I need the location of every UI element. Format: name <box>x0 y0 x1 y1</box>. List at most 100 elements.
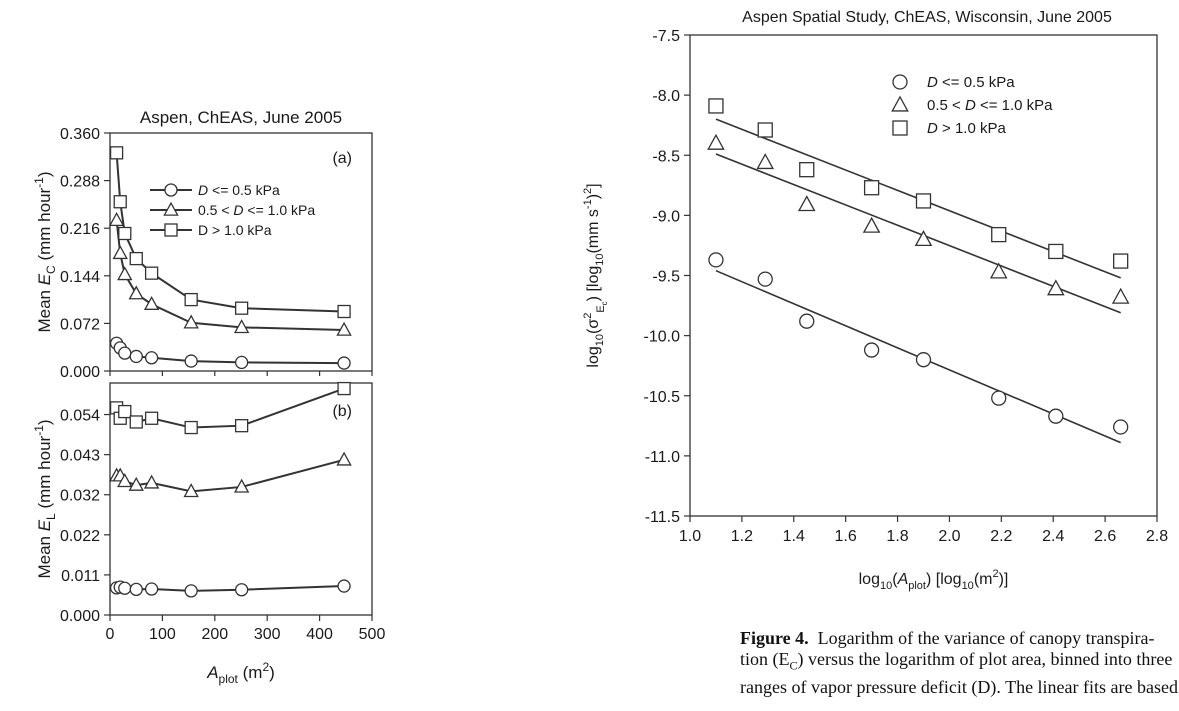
y-tick-label: 0.032 <box>60 488 100 505</box>
x-tick-label: 2.4 <box>1042 528 1064 545</box>
y-tick-label: -7.5 <box>652 28 680 45</box>
data-point <box>915 193 932 209</box>
data-point <box>863 180 880 196</box>
legend-marker <box>163 201 179 216</box>
data-point <box>1048 243 1064 260</box>
data-point <box>109 146 124 160</box>
data-point <box>337 356 351 370</box>
data-point <box>234 301 249 315</box>
y-tick-label: 0.022 <box>60 528 100 545</box>
data-point <box>128 476 144 491</box>
x-tick-label: 2.6 <box>1094 528 1116 545</box>
data-point <box>1047 279 1065 296</box>
data-point <box>128 285 144 300</box>
data-point <box>989 262 1008 279</box>
right-ylabel: log10(σ2Ec) [log10(mm s-1)2] <box>582 183 609 367</box>
panel-a-label: (a) <box>332 150 352 167</box>
caption-sub: C <box>789 658 798 673</box>
chart-panel-a: Aspen, ChEAS, June 2005 (a) 0.000 0.072 0.14… <box>32 108 373 381</box>
data-point <box>144 582 159 596</box>
data-point <box>708 252 724 268</box>
data-point <box>337 579 351 593</box>
caption-text-3: ) versus the logarithm of plot area, bin… <box>797 649 1173 669</box>
data-point <box>915 352 932 368</box>
y-tick-label: -8.0 <box>652 88 680 105</box>
data-point <box>129 415 143 429</box>
y-tick-label: -11.0 <box>645 449 680 466</box>
x-tick-label: 1.8 <box>886 528 908 545</box>
data-point <box>108 212 125 227</box>
panel-a-title: Aspen, ChEAS, June 2005 <box>140 108 342 127</box>
data-point <box>117 473 133 488</box>
data-point <box>336 321 352 336</box>
y-tick-label: 0.072 <box>60 316 100 333</box>
y-tick-label: 0.054 <box>60 408 100 425</box>
data-point <box>862 216 881 233</box>
y-tick-label: -10.0 <box>644 329 681 346</box>
caption-text-4: ranges of vapor pressure deficit (D). Th… <box>740 676 1178 697</box>
x-tick-label: 200 <box>201 626 228 643</box>
x-tick-label: 2.2 <box>990 528 1012 545</box>
data-point <box>118 581 132 595</box>
caption-line-2: tion (EC) versus the logarithm of plot a… <box>740 649 1179 677</box>
y-tick-label: -8.5 <box>652 148 680 165</box>
data-point <box>112 245 128 260</box>
legend-label: D > 1.0 kPa <box>198 222 272 238</box>
data-point <box>113 195 127 209</box>
legend-label: 0.5 < D <= 1.0 kPa <box>927 97 1053 114</box>
caption-line-3: ranges of vapor pressure deficit (D). Th… <box>740 677 1179 698</box>
panel-b-label: (b) <box>332 403 352 420</box>
y-tick-label: 0.000 <box>60 608 100 625</box>
data-point <box>1113 253 1129 269</box>
x-tick-label: 400 <box>306 626 333 643</box>
chart-panel-b: (b) 0.000 0.011 0.022 0.032 0.043 0.054 0 100 200… <box>32 381 385 686</box>
y-tick-label: 0.288 <box>60 174 100 191</box>
data-point <box>708 98 724 114</box>
caption-line-1: Figure 4. Logarithm of the variance of c… <box>740 628 1179 649</box>
data-point <box>756 153 775 170</box>
data-point <box>991 390 1007 406</box>
data-point <box>117 266 133 281</box>
caption-text-2: tion (E <box>740 649 790 669</box>
right-title: Aspen Spatial Study, ChEAS, Wisconsin, J… <box>742 9 1112 26</box>
data-point <box>118 226 132 241</box>
data-point <box>233 478 250 493</box>
legend-label: D > 1.0 kPa <box>927 120 1006 137</box>
data-point <box>129 349 143 364</box>
x-tick-label: 2.0 <box>938 528 960 545</box>
data-point <box>183 314 199 329</box>
panel-b-xlabel: Aplot (m2) <box>206 660 275 686</box>
data-point <box>1048 408 1064 424</box>
data-point <box>184 584 198 598</box>
y-tick-label: -9.0 <box>652 208 680 225</box>
data-point <box>144 411 159 425</box>
data-point <box>757 271 773 287</box>
data-point <box>143 295 160 310</box>
figure-caption: Figure 4. Logarithm of the variance of c… <box>740 628 1179 698</box>
caption-text-1: Logarithm of the variance of canopy tran… <box>817 628 1155 648</box>
data-point <box>707 133 725 150</box>
panel-a-ylabel: Mean EC (mm hour-1) <box>32 171 58 332</box>
x-tick-label: 1.6 <box>835 528 857 545</box>
legend-label: D <= 0.5 kPa <box>198 182 280 198</box>
data-point <box>118 404 132 419</box>
data-point <box>184 420 198 435</box>
data-point <box>144 266 159 280</box>
data-point <box>118 346 132 360</box>
legend-label: 0.5 < D <= 1.0 kPa <box>198 202 315 218</box>
data-point <box>799 313 815 329</box>
data-point <box>234 355 249 370</box>
data-point <box>184 354 198 368</box>
data-point <box>797 195 816 212</box>
data-point <box>143 474 160 489</box>
y-tick-label: -11.5 <box>645 509 680 526</box>
x-tick-label: 1.4 <box>783 528 805 545</box>
y-tick-label: 0.360 <box>60 126 100 143</box>
x-tick-label: 0 <box>106 626 115 643</box>
data-point <box>991 226 1007 243</box>
data-point <box>129 582 143 597</box>
y-tick-label: -10.5 <box>644 389 681 406</box>
plot-frame <box>109 132 373 372</box>
caption-label: Figure 4. <box>740 628 809 648</box>
